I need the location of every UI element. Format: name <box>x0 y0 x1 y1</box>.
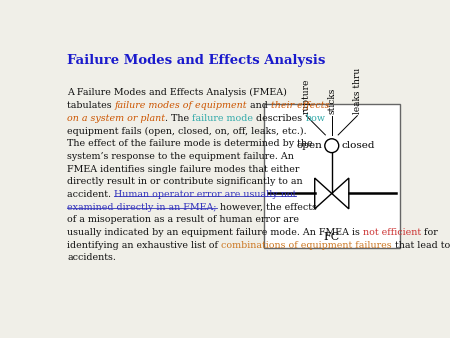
Text: of a misoperation as a result of human error are: of a misoperation as a result of human e… <box>67 215 299 224</box>
Text: identifying an exhaustive list of: identifying an exhaustive list of <box>67 241 221 250</box>
Text: their effects: their effects <box>271 101 330 110</box>
Text: failure modes of equipment: failure modes of equipment <box>115 101 248 110</box>
Text: FMEA identifies single failure modes that either: FMEA identifies single failure modes tha… <box>67 165 300 173</box>
Text: rupture: rupture <box>302 79 310 114</box>
Text: equipment fails (open, closed, on, off, leaks, etc.).: equipment fails (open, closed, on, off, … <box>67 126 307 136</box>
Text: The effect of the failure mode is determined by the: The effect of the failure mode is determ… <box>67 139 313 148</box>
Text: FC: FC <box>324 232 340 242</box>
Text: closed: closed <box>341 141 374 150</box>
Text: sticks: sticks <box>327 88 336 114</box>
Text: describes: describes <box>253 114 306 123</box>
Text: directly result in or contribute significantly to an: directly result in or contribute signifi… <box>67 177 303 186</box>
Text: however, the effects: however, the effects <box>216 203 316 212</box>
Text: Human operator error are usually not: Human operator error are usually not <box>114 190 297 199</box>
Text: usually indicated by an equipment failure mode. An FMEA is: usually indicated by an equipment failur… <box>67 228 363 237</box>
Text: leaks thru: leaks thru <box>353 68 362 114</box>
Text: . The: . The <box>165 114 192 123</box>
Text: failure mode: failure mode <box>192 114 253 123</box>
Text: how: how <box>306 114 325 123</box>
Text: for: for <box>421 228 438 237</box>
Text: not efficient: not efficient <box>363 228 421 237</box>
Text: accidents.: accidents. <box>67 254 116 263</box>
Text: and: and <box>248 101 271 110</box>
Bar <box>264 104 400 248</box>
Text: Failure Modes and Effects Analysis: Failure Modes and Effects Analysis <box>67 54 325 67</box>
Text: examined directly in an FMEA;: examined directly in an FMEA; <box>67 203 216 212</box>
Text: that lead to: that lead to <box>392 241 450 250</box>
Text: combinations of equipment failures: combinations of equipment failures <box>221 241 392 250</box>
Text: open: open <box>297 141 323 150</box>
Text: on a system or plant: on a system or plant <box>67 114 165 123</box>
Text: system’s response to the equipment failure. An: system’s response to the equipment failu… <box>67 152 294 161</box>
Text: accident.: accident. <box>67 190 114 199</box>
Text: tabulates: tabulates <box>67 101 115 110</box>
Text: A Failure Modes and Effects Analysis (FMEA): A Failure Modes and Effects Analysis (FM… <box>67 88 287 97</box>
